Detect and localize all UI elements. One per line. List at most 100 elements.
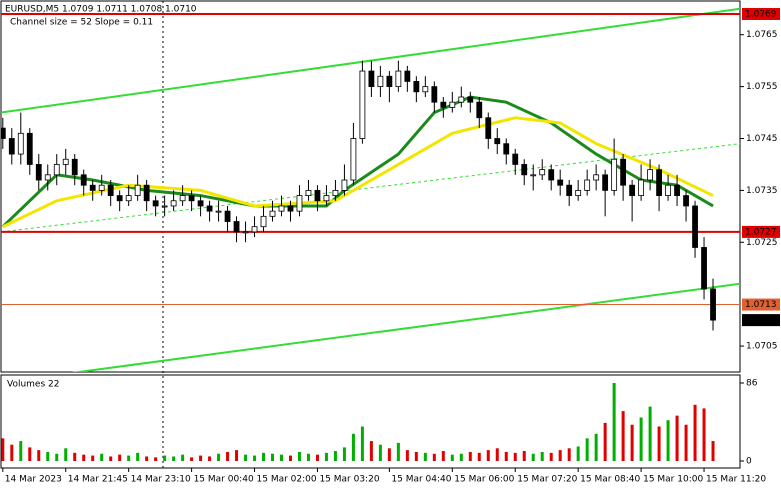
volume-bar	[603, 422, 607, 461]
candle-body	[107, 184, 114, 196]
candle-body	[593, 174, 600, 181]
candle-body	[647, 169, 653, 181]
volume-bar	[235, 450, 239, 461]
volume-panel-frame	[0, 374, 741, 469]
candle-body	[377, 75, 384, 88]
candle-body	[692, 205, 698, 248]
volume-bar	[423, 452, 427, 461]
volume-bar	[396, 442, 400, 461]
volume-bar	[648, 406, 652, 461]
price-label: 1.0710	[745, 316, 777, 326]
candle-body	[620, 158, 627, 186]
candle-body	[89, 184, 96, 191]
y-tick-label: 1.0705	[746, 342, 778, 352]
volume-bar	[360, 426, 364, 461]
candle-body	[395, 70, 402, 88]
candle-body	[575, 189, 582, 196]
volume-bar	[711, 441, 715, 461]
volume-bar	[279, 454, 283, 461]
volume-bar	[163, 455, 167, 461]
candle-body	[116, 195, 123, 202]
candle-body	[224, 210, 231, 222]
volume-tick-label: 86	[746, 379, 758, 389]
candle-body	[197, 200, 204, 207]
y-tick-label: 1.0755	[746, 82, 778, 92]
candle-body	[476, 101, 483, 119]
candle-body	[566, 184, 573, 196]
main-panel-frame	[0, 0, 741, 373]
volume-title: Volumes 22	[7, 380, 59, 390]
channel-label: Channel size = 52 Slope = 0.11	[10, 18, 153, 28]
x-tick-label: 15 Mar 08:40	[580, 475, 640, 485]
price-label-box	[742, 298, 780, 311]
volume-bar	[172, 456, 176, 461]
candle-body	[44, 174, 51, 181]
price-label: 1.0713	[745, 300, 777, 310]
x-tick-label: 15 Mar 10:00	[643, 475, 703, 485]
candle-body	[341, 179, 348, 191]
volume-bar	[657, 426, 661, 461]
volume-bar	[378, 444, 382, 461]
candle-body	[71, 158, 78, 176]
channel-middle	[1, 143, 740, 233]
price-label-box	[742, 225, 780, 238]
candle-body	[638, 179, 645, 196]
volume-bar	[639, 417, 643, 461]
volume-bar	[271, 453, 275, 461]
y-tick-label: 1.0745	[746, 134, 778, 144]
candle-body	[701, 247, 707, 290]
candle-body	[674, 184, 680, 196]
candle-body	[458, 96, 465, 103]
volume-bar	[1, 438, 5, 461]
candle-body	[260, 215, 267, 228]
volume-bar	[666, 420, 670, 461]
candle-body	[332, 189, 339, 196]
volume-bar	[369, 441, 373, 461]
candle-body	[35, 164, 42, 181]
candle-body	[314, 189, 321, 202]
volume-bar	[55, 453, 59, 461]
candle-body	[80, 174, 87, 186]
volume-bar	[118, 454, 122, 461]
candle-body	[143, 184, 150, 202]
candle-body	[548, 169, 555, 181]
volume-bar	[477, 452, 481, 461]
candle-body	[152, 200, 159, 207]
volume-bar	[333, 451, 337, 461]
volume-bar	[244, 454, 248, 461]
volume-bar	[684, 424, 688, 461]
price-label-box	[742, 314, 780, 327]
candle-body	[1, 127, 6, 139]
y-tick-label: 1.0735	[746, 186, 778, 196]
candle-body	[278, 205, 285, 212]
candle-body	[440, 101, 447, 108]
candle-body	[26, 132, 33, 165]
candle-body	[386, 75, 393, 88]
candle-body	[17, 132, 24, 155]
volume-bar	[549, 452, 553, 461]
volume-bar	[459, 453, 463, 461]
candle-body	[494, 138, 501, 145]
price-label: 1.0769	[745, 9, 777, 19]
candle-body	[188, 195, 195, 202]
volume-bar	[217, 453, 221, 461]
volume-bar	[576, 446, 580, 461]
volume-bar	[181, 454, 185, 461]
volume-bar	[621, 411, 625, 461]
candle-body	[350, 138, 357, 181]
volume-bar	[154, 457, 158, 461]
volume-bar	[297, 451, 301, 461]
candle-body	[8, 138, 15, 155]
volume-bar	[226, 451, 230, 461]
candle-body	[557, 179, 564, 186]
x-tick-label: 15 Mar 04:40	[391, 475, 451, 485]
y-tick-label: 1.0725	[746, 238, 778, 248]
volume-bar	[540, 451, 544, 461]
volume-bar	[558, 450, 562, 461]
candle-body	[602, 174, 609, 191]
candle-body	[359, 70, 366, 139]
candle-body	[98, 184, 105, 191]
candle-body	[233, 221, 240, 233]
volume-bar	[208, 456, 212, 461]
